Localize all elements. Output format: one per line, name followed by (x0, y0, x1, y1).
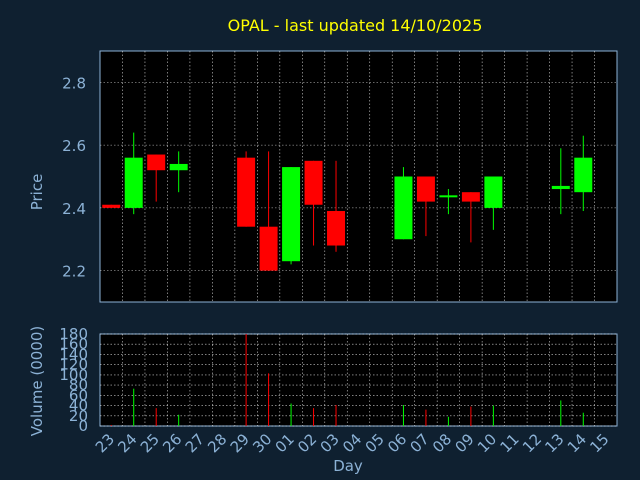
price-axis-label: Price (28, 174, 46, 211)
chart-title: OPAL - last updated 14/10/2025 (228, 16, 483, 35)
candlestick (416, 176, 435, 237)
x-tick-labels: 2324252627282930010203040506070809101112… (92, 430, 613, 456)
price-y-tick-labels: 2.2 2.4 2.6 2.8 (62, 74, 86, 280)
candlestick (461, 192, 480, 243)
candlestick (439, 189, 458, 215)
candlestick (102, 204, 121, 208)
candle-body (102, 204, 121, 208)
volume-y-tick-label: 20 (69, 407, 88, 425)
candle-body (259, 226, 278, 271)
volume-y-tick-label: 80 (69, 376, 88, 394)
candle-body (439, 195, 458, 198)
x-axis-label: Day (333, 457, 363, 475)
candlestick (304, 160, 323, 246)
candlestick (394, 167, 413, 240)
candle-body (304, 160, 323, 205)
candlestick (551, 148, 570, 215)
candlestick (574, 135, 593, 212)
candle-body (551, 185, 570, 190)
volume-y-tick-label: 0 (78, 417, 88, 435)
volume-bars (110, 334, 584, 426)
candle-body (484, 176, 503, 208)
candle-body (394, 176, 413, 240)
price-grid (100, 51, 617, 302)
candle-body (147, 154, 166, 171)
candlestick (124, 132, 143, 215)
candle-body (124, 157, 143, 208)
candle-body (282, 167, 301, 262)
candle-body (416, 176, 435, 202)
price-plot-area (99, 50, 618, 303)
volume-y-tick-label: 160 (59, 335, 88, 353)
candlestick (237, 151, 256, 227)
volume-y-tick-label: 60 (69, 386, 88, 404)
candlestick (327, 160, 346, 252)
volume-y-tick-label: 100 (59, 366, 88, 384)
volume-grid (100, 333, 617, 427)
volume-y-tick-label: 40 (69, 397, 88, 415)
volume-axis-label: Volume (0000) (28, 326, 46, 436)
candle-body (237, 157, 256, 227)
candlestick (259, 151, 278, 271)
candle-body (169, 163, 188, 171)
candlestick (484, 176, 503, 230)
volume-y-tick-label: 140 (59, 345, 88, 363)
candle-body (461, 192, 480, 202)
candlestick (282, 167, 301, 265)
candlestick (169, 151, 188, 193)
volume-y-tick-label: 120 (59, 356, 88, 374)
candle-body (327, 211, 346, 246)
price-y-tick-label: 2.8 (62, 74, 86, 92)
price-y-tick-label: 2.2 (62, 263, 86, 281)
volume-y-tick-label: 180 (59, 325, 88, 343)
candle-body (574, 157, 593, 193)
volume-plot-area (99, 333, 618, 427)
price-y-tick-label: 2.4 (62, 200, 86, 218)
price-y-tick-label: 2.6 (62, 137, 86, 155)
candlestick (147, 154, 166, 202)
candlesticks (102, 132, 593, 271)
